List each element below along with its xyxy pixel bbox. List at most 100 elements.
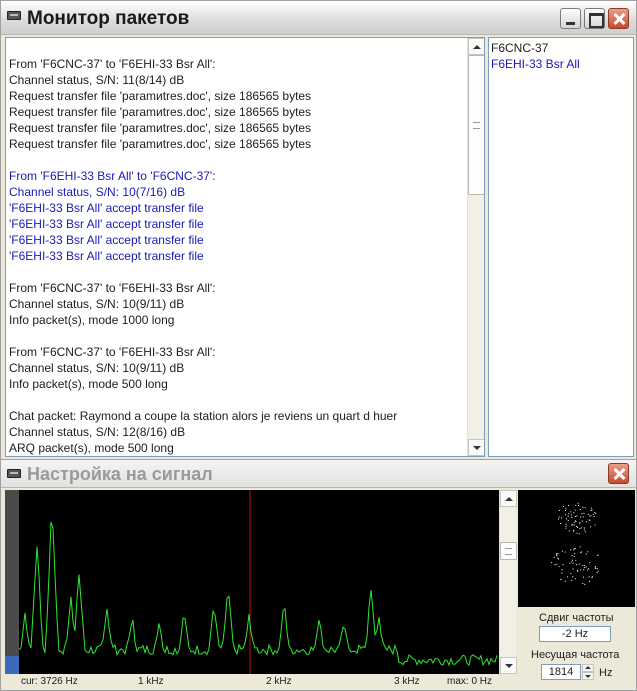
spectrum-trace	[19, 521, 498, 667]
constellation-dot	[558, 518, 559, 520]
tuning-titlebar[interactable]: Настройка на сигнал	[1, 460, 636, 488]
constellation-dot	[573, 522, 575, 524]
constellation-dot	[575, 521, 577, 523]
log-line: Chat packet: Raymond a coupe la station …	[9, 409, 398, 423]
constellation-dot	[585, 521, 587, 523]
constellation-dot	[561, 550, 563, 552]
window-menu-icon[interactable]	[7, 11, 21, 20]
constellation-dot	[579, 546, 581, 548]
constellation-dot	[572, 568, 574, 570]
constellation-dot	[578, 504, 579, 506]
axis-3khz-label: 3 kHz	[394, 676, 420, 687]
constellation-dot	[581, 513, 583, 515]
carrier-spinner[interactable]	[582, 664, 594, 681]
constellation-dot	[560, 523, 561, 524]
constellation-dot	[567, 515, 569, 517]
scroll-up-button[interactable]	[468, 38, 484, 55]
constellation-dot	[574, 520, 576, 522]
station-item[interactable]: F6CNC-37	[491, 41, 549, 55]
window-menu-icon[interactable]	[7, 469, 21, 478]
maximize-button[interactable]	[584, 8, 605, 29]
log-line: Channel status, S/N: 12(8/16) dB	[9, 425, 186, 439]
log-line: Channel status, S/N: 10(9/11) dB	[9, 361, 185, 375]
constellation-dot	[570, 511, 572, 513]
constellation-dot	[562, 564, 564, 566]
constellation-dot	[575, 516, 577, 517]
station-item[interactable]: F6EHI-33 Bsr All	[491, 57, 580, 71]
spin-up-icon[interactable]	[582, 664, 594, 672]
constellation-dot	[589, 515, 591, 517]
constellation-dot	[585, 553, 587, 555]
constellation-dot	[571, 554, 573, 556]
constellation-dot	[565, 510, 566, 511]
constellation-dot	[578, 533, 580, 535]
scroll-down-button[interactable]	[468, 439, 484, 456]
constellation-dot	[577, 502, 579, 504]
constellation-dot	[557, 553, 559, 555]
constellation-dot	[591, 509, 593, 511]
constellation-dot	[580, 569, 582, 571]
constellation-dot	[591, 576, 593, 578]
constellation-dot	[595, 567, 597, 569]
constellation-dot	[583, 529, 585, 531]
scroll-thumb[interactable]	[468, 55, 484, 195]
constellation-dot	[571, 524, 573, 526]
constellation-dot	[569, 562, 571, 564]
log-line: Info packet(s), mode 500 long	[9, 377, 168, 391]
constellation-dot	[573, 529, 575, 531]
constellation-dot	[570, 549, 572, 551]
constellation-dot	[573, 556, 575, 557]
spectrum-scrollbar[interactable]	[499, 490, 517, 674]
close-button[interactable]	[608, 8, 629, 29]
constellation-dot	[565, 514, 567, 516]
signal-tuning-window: Настройка на сигнал cur: 3726 Hz 1 kHz 2…	[0, 459, 637, 691]
constellation-dot	[580, 516, 582, 518]
log-line: 'F6EHI-33 Bsr All' accept transfer file	[9, 217, 204, 231]
log-line: Info packet(s), mode 1000 long	[9, 313, 175, 327]
spectrum-display[interactable]	[19, 490, 499, 674]
constellation-dot	[582, 516, 584, 518]
axis-max-label: max: 0 Hz	[447, 676, 493, 687]
scroll-down-button[interactable]	[500, 657, 517, 674]
log-line	[9, 152, 464, 168]
log-line: Request transfer file 'paramиtres.doc', …	[9, 89, 312, 103]
constellation-dot	[571, 561, 573, 563]
constellation-dot	[567, 519, 569, 521]
constellation-dot	[570, 572, 572, 574]
log-line: 'F6EHI-33 Bsr All' accept transfer file	[9, 233, 204, 247]
constellation-dot	[579, 528, 581, 529]
minimize-button[interactable]	[560, 8, 581, 29]
constellation-dot	[596, 568, 598, 570]
constellation-dot	[583, 512, 585, 514]
constellation-dot	[558, 566, 560, 568]
log-line: 'F6EHI-33 Bsr All' accept transfer file	[9, 201, 204, 215]
freq-shift-label: Сдвиг частоты	[539, 612, 614, 624]
constellation-dot	[574, 553, 576, 555]
scroll-thumb[interactable]	[500, 542, 517, 560]
log-line: ARQ packet(s), mode 500 long	[9, 441, 174, 455]
carrier-input[interactable]: 1814	[541, 664, 581, 680]
axis-cur-label: cur: 3726 Hz	[21, 676, 78, 687]
close-button[interactable]	[608, 463, 629, 484]
constellation-dot	[592, 513, 594, 515]
monitor-title: Монитор пакетов	[27, 8, 190, 29]
station-list[interactable]: F6CNC-37 F6EHI-33 Bsr All	[488, 37, 634, 457]
log-line	[9, 392, 464, 408]
log-scrollbar[interactable]	[467, 38, 484, 456]
constellation-dot	[581, 527, 583, 529]
constellation-dot	[576, 564, 578, 566]
level-indicator-bar	[5, 656, 19, 674]
packet-log[interactable]: From 'F6CNC-37' to 'F6EHI-33 Bsr All': Ch…	[5, 37, 485, 457]
constellation-dot	[582, 506, 584, 508]
log-line: Request transfer file 'paramиtres.doc', …	[9, 121, 312, 135]
constellation-dot	[590, 526, 592, 528]
constellation-dot	[573, 524, 575, 526]
constellation-dot	[583, 576, 584, 578]
log-line: Request transfer file 'paramиtres.doc', …	[9, 137, 312, 151]
monitor-titlebar[interactable]: Монитор пакетов	[1, 1, 636, 35]
arrow-down-icon	[473, 446, 481, 450]
spin-down-icon[interactable]	[582, 672, 594, 680]
log-line	[9, 264, 464, 280]
constellation-dot	[584, 565, 585, 567]
scroll-up-button[interactable]	[500, 490, 517, 507]
